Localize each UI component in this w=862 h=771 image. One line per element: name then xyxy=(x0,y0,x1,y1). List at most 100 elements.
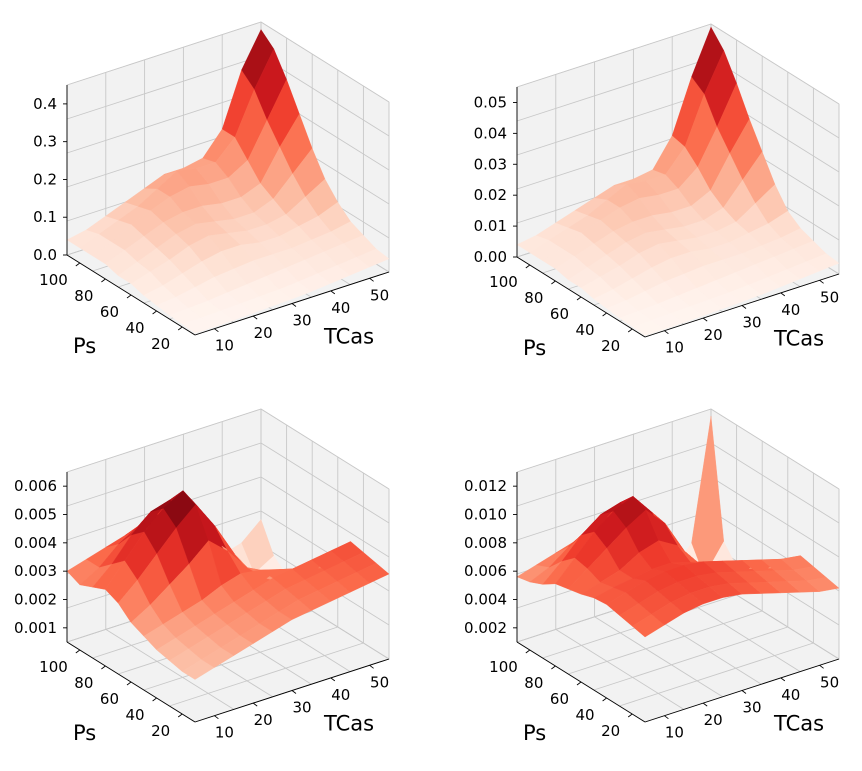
ps-tick-label: 80 xyxy=(524,674,543,692)
ps-tick xyxy=(576,296,582,301)
grid-line xyxy=(594,616,723,698)
ps-tick xyxy=(101,278,106,283)
tcas-tick-label: 20 xyxy=(704,326,723,344)
tcas-tick xyxy=(702,702,708,707)
grid-line xyxy=(260,442,390,524)
tcas-tick xyxy=(214,328,219,333)
ps-axis-label: Ps xyxy=(523,336,546,360)
tcas-tick xyxy=(291,303,297,307)
ps-tick-label: 40 xyxy=(576,321,595,339)
surface-facet xyxy=(806,577,840,592)
subplot-3: 10 20 30 40 50 20 40 60 80 100 0.001 0.002 0.003 0.00… xyxy=(14,408,390,745)
ps-tick xyxy=(525,264,531,269)
tcas-tick xyxy=(252,702,258,707)
ps-tick-label: 80 xyxy=(74,674,93,692)
tcas-tick-label: 50 xyxy=(820,673,839,691)
grid-line xyxy=(516,408,712,473)
grid-line xyxy=(105,629,235,710)
tcas-axis-label: TCas xyxy=(323,324,374,348)
grid-line xyxy=(260,476,390,558)
z-tick-label: 0.01 xyxy=(474,217,507,235)
ps-tick xyxy=(126,294,132,299)
tcas-axis-label: TCas xyxy=(773,326,824,350)
tcas-tick xyxy=(780,292,786,297)
tcas-axis-label: TCas xyxy=(323,711,374,735)
ps-tick-label: 20 xyxy=(151,335,170,353)
grid-line xyxy=(66,89,262,154)
z-tick-label: 0.0 xyxy=(33,246,57,264)
surface-facet xyxy=(806,253,840,272)
tcas-tick xyxy=(741,305,747,309)
ps-tick xyxy=(627,713,633,718)
tcas-tick-label: 40 xyxy=(781,301,800,319)
z-tick-label: 0.004 xyxy=(464,591,507,609)
subplot-4: 10 20 30 40 50 20 40 60 80 100 0.002 0.004 0.006 0.00… xyxy=(464,408,840,745)
ps-tick xyxy=(602,697,607,702)
grid-line xyxy=(710,23,840,105)
tcas-tick xyxy=(214,715,219,720)
z-tick-label: 0.008 xyxy=(464,534,507,552)
grid-line xyxy=(260,21,390,103)
grid-line xyxy=(516,57,712,122)
tcas-tick-label: 30 xyxy=(742,314,761,332)
tcas-tick-label: 50 xyxy=(820,288,839,306)
grid-line xyxy=(593,626,788,691)
z-tick-label: 0.4 xyxy=(33,95,57,113)
surface-facet xyxy=(356,562,390,584)
ps-tick xyxy=(525,649,531,654)
tcas-tick-label: 40 xyxy=(781,686,800,704)
z-tick-label: 0.006 xyxy=(14,477,57,495)
ps-tick-label: 20 xyxy=(151,722,170,740)
tcas-tick xyxy=(330,677,336,682)
subplot-1: 10 20 30 40 50 20 40 60 80 100 0.0 0.1 0.2 0.3 0.4 TCas… xyxy=(33,21,390,358)
ps-tick-label: 100 xyxy=(489,273,518,291)
tcas-tick xyxy=(819,664,824,669)
grid-line xyxy=(555,629,685,710)
z-tick-label: 0.012 xyxy=(464,477,507,495)
tcas-tick-label: 30 xyxy=(292,699,311,717)
tcas-tick-label: 20 xyxy=(254,324,273,342)
z-tick-label: 0.003 xyxy=(14,562,57,580)
z-tick-label: 0.3 xyxy=(33,133,57,151)
grid-line xyxy=(516,91,712,156)
z-tick-label: 0.00 xyxy=(474,248,507,266)
z-tick-label: 0.010 xyxy=(464,506,507,524)
grid-line xyxy=(66,408,262,473)
tcas-tick xyxy=(252,315,258,320)
tcas-tick-label: 30 xyxy=(742,699,761,717)
ps-tick xyxy=(627,328,633,333)
ps-tick-label: 80 xyxy=(74,287,93,305)
tcas-tick xyxy=(664,330,669,335)
ps-axis-label: Ps xyxy=(73,721,96,745)
tcas-tick xyxy=(741,690,747,694)
tcas-tick xyxy=(664,715,669,720)
ps-axis-label: Ps xyxy=(523,721,546,745)
grid-line xyxy=(710,408,840,490)
tcas-tick xyxy=(291,690,297,694)
tcas-tick-label: 10 xyxy=(665,339,684,357)
ps-tick xyxy=(152,697,157,702)
surface-facet xyxy=(356,248,390,268)
z-tick-label: 0.002 xyxy=(464,619,507,637)
ps-tick xyxy=(551,665,556,670)
grid-line xyxy=(66,21,262,86)
grid-line xyxy=(710,476,840,558)
grid-line xyxy=(66,55,262,120)
tcas-tick xyxy=(369,277,374,282)
ps-tick-label: 40 xyxy=(576,706,595,724)
ps-tick xyxy=(551,280,556,285)
z-tick-label: 0.05 xyxy=(474,93,507,111)
ps-tick-label: 60 xyxy=(100,303,119,321)
ps-tick xyxy=(576,681,582,686)
z-tick-label: 0.02 xyxy=(474,186,507,204)
tcas-tick xyxy=(702,317,708,322)
z-tick-label: 0.006 xyxy=(464,562,507,580)
tcas-tick-label: 50 xyxy=(370,673,389,691)
z-tick-label: 0.001 xyxy=(14,619,57,637)
tcas-tick xyxy=(780,677,786,682)
grid-line xyxy=(516,23,712,88)
tcas-axis-label: TCas xyxy=(773,711,824,735)
tcas-tick-label: 10 xyxy=(665,724,684,742)
ps-tick-label: 60 xyxy=(100,690,119,708)
